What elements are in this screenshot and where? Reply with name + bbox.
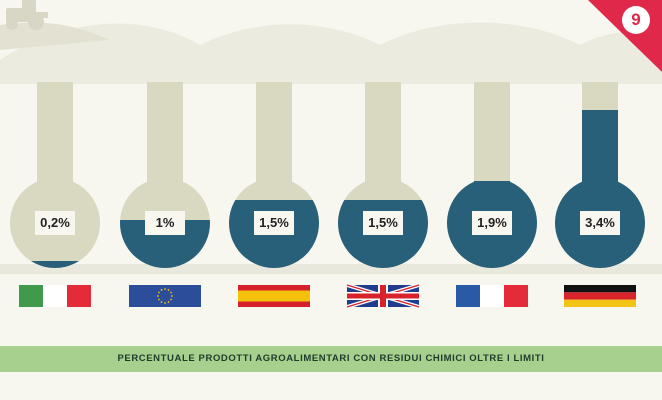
chart-title: PERCENTUALE PRODOTTI AGROALIMENTARI CON … [117,353,545,364]
flask-glass [10,82,100,268]
flask-2 [229,82,320,268]
page-number-badge: 9 [622,6,650,34]
germany-flag [564,285,636,307]
italy-flag [19,285,91,307]
flask-0 [10,82,100,268]
france-flag [456,285,528,307]
value-label: 1,5% [363,211,403,235]
value-label: 3,4% [580,211,620,235]
eu-flag [129,285,201,307]
flask-4 [447,82,537,269]
flask-1 [119,82,211,269]
value-label: 1,9% [472,211,512,235]
caption-banner: PERCENTUALE PRODOTTI AGROALIMENTARI CON … [0,346,662,372]
value-label: 1% [145,211,185,235]
uk-flag [346,283,420,309]
liquid-bar [10,261,100,268]
spain-flag [238,285,310,307]
flask-3 [338,82,428,269]
value-label: 1,5% [254,211,294,235]
tractor-icon [6,0,48,30]
value-label: 0,2% [35,211,75,235]
liquid-bar [555,110,645,269]
flask-5 [555,82,645,269]
